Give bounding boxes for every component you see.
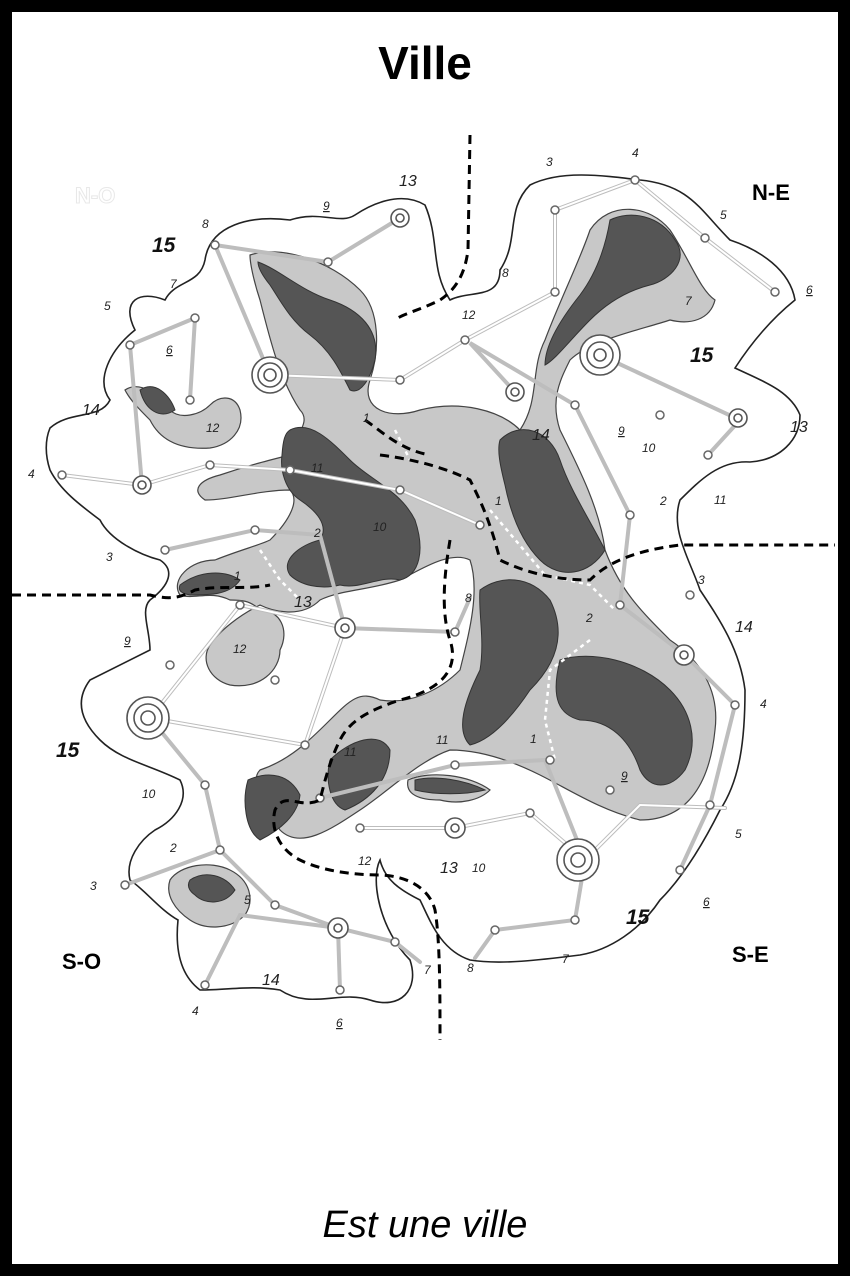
map-label: 14: [532, 427, 550, 444]
map-label: 14: [735, 619, 753, 636]
map-label: 7: [424, 963, 432, 977]
map-label: 5: [735, 827, 742, 841]
map-label: 8: [502, 266, 509, 280]
map-label: 12: [358, 854, 372, 868]
map-label: 1: [234, 569, 241, 583]
map-label: 13: [440, 860, 458, 877]
map-label: 13: [790, 419, 808, 436]
page-title: Ville: [378, 37, 472, 89]
labels-nw: 15 13 9 8 7 5 6 14 4 3 12 11 10 2 1 13: [28, 173, 417, 611]
hub-ne: [579, 334, 621, 376]
map-label: 10: [373, 520, 387, 534]
map-label: 15: [626, 906, 650, 929]
map-label: 12: [233, 642, 247, 656]
road-network: [60, 177, 777, 992]
labels-se: 3 14 4 2 1 11 9 5 6 15 10 7 8 13: [436, 573, 767, 975]
map-label: 7: [562, 952, 570, 966]
map-label: 2: [313, 526, 321, 540]
map-label: 13: [294, 594, 312, 611]
map-label: 14: [262, 972, 280, 989]
map-label: 1: [363, 411, 370, 425]
region-label-se: S-E: [732, 942, 769, 967]
map-label: 5: [244, 893, 251, 907]
card-caption: Est une ville: [322, 1204, 528, 1246]
region-borders: [12, 134, 835, 1041]
map-label: 4: [192, 1004, 199, 1018]
map-label: 9: [618, 424, 625, 438]
map-label: 2: [659, 494, 667, 508]
map-label: 12: [462, 308, 476, 322]
map-label: 7: [685, 294, 693, 308]
map-label: 10: [142, 787, 156, 801]
map-label: 11: [344, 745, 356, 759]
map-label: 3: [546, 155, 553, 169]
hubs: [126, 208, 748, 939]
map-label: 9: [323, 199, 330, 213]
labels-sw: 9 12 15 10 2 3 5 14 4 6 7 11 8 13 12: [56, 591, 472, 1030]
map-label: 5: [720, 208, 727, 222]
map-label: 3: [90, 879, 97, 893]
map-label: 6: [806, 283, 813, 297]
map-label: 15: [690, 344, 714, 367]
map-label: 6: [166, 343, 173, 357]
map-label: 1: [495, 494, 502, 508]
map-label: 9: [621, 769, 628, 783]
map-label: 3: [106, 550, 113, 564]
map-label: 11: [311, 461, 323, 475]
map-label: 3: [698, 573, 705, 587]
road-nodes: [57, 175, 780, 995]
dark-districts: [139, 214, 693, 903]
map-label: 8: [467, 961, 474, 975]
map-label: 10: [472, 861, 486, 875]
map-label: 12: [206, 421, 220, 435]
map-label: 2: [585, 611, 593, 625]
map-label: 14: [82, 402, 100, 419]
map-label: 4: [632, 146, 639, 160]
map-label: 1: [530, 732, 537, 746]
map-label: 2: [169, 841, 177, 855]
map-label: 13: [399, 173, 417, 190]
hub-se: [556, 838, 600, 882]
map-label: 4: [760, 697, 767, 711]
region-label-sw: S-O: [62, 949, 101, 974]
map-label: 8: [465, 591, 472, 605]
map-label: 7: [170, 277, 178, 291]
map-label: 8: [202, 217, 209, 231]
hub-sw: [126, 696, 170, 740]
map-label: 5: [104, 299, 111, 313]
map-label: 6: [703, 895, 710, 909]
map-label: 15: [152, 234, 176, 257]
region-label-ne: N-E: [752, 180, 790, 205]
map-label: 6: [336, 1016, 343, 1030]
map-label: 11: [714, 493, 726, 507]
hub-nw: [251, 356, 289, 394]
map-label: 10: [642, 441, 656, 455]
map-label: 11: [436, 733, 448, 747]
map-label: 4: [28, 467, 35, 481]
region-label-nw: N-O: [75, 183, 115, 208]
map-label: 9: [124, 634, 131, 648]
labels-ne: 3 4 5 6 8 7 12 15 13 9 10 11 14 1 1 2: [363, 146, 813, 508]
map-label: 15: [56, 739, 80, 762]
